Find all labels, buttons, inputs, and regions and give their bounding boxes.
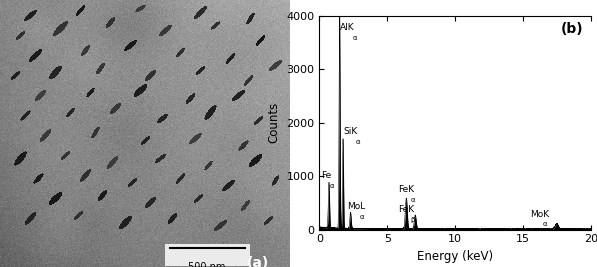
Text: FeK: FeK bbox=[398, 185, 414, 194]
FancyBboxPatch shape bbox=[165, 244, 250, 266]
Text: (b): (b) bbox=[560, 22, 583, 36]
Text: MoK: MoK bbox=[530, 210, 549, 219]
X-axis label: Energy (keV): Energy (keV) bbox=[417, 250, 493, 263]
Text: SiK: SiK bbox=[343, 127, 358, 136]
Text: α: α bbox=[356, 139, 361, 145]
Text: α: α bbox=[359, 214, 364, 220]
Text: β: β bbox=[410, 217, 415, 223]
Text: α: α bbox=[352, 35, 357, 41]
Text: α: α bbox=[329, 183, 334, 189]
Text: α: α bbox=[410, 197, 415, 203]
Y-axis label: Counts: Counts bbox=[268, 102, 281, 143]
Text: MoL: MoL bbox=[347, 202, 365, 211]
Text: α: α bbox=[542, 222, 547, 227]
Text: AlK: AlK bbox=[340, 23, 355, 32]
Text: Fe: Fe bbox=[321, 171, 331, 180]
Text: 500 nm: 500 nm bbox=[189, 262, 226, 267]
Text: FeK: FeK bbox=[398, 205, 414, 214]
Text: (a): (a) bbox=[247, 256, 269, 267]
